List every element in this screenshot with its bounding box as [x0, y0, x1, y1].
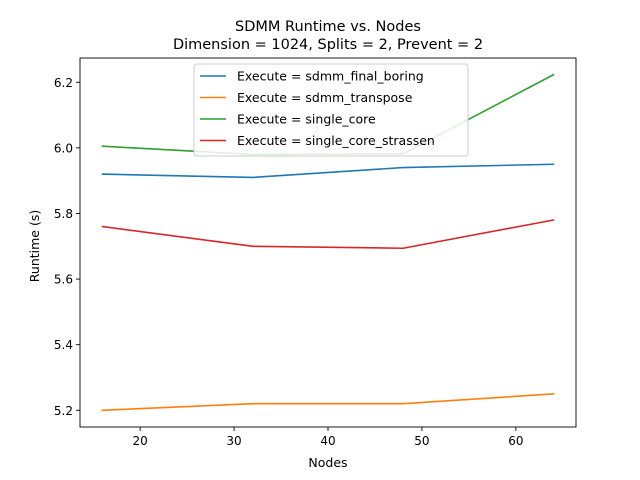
y-tick-label-5: 6.2: [54, 76, 73, 90]
legend-label-0: Execute = sdmm_final_boring: [237, 69, 424, 84]
y-axis-label: Runtime (s): [27, 210, 42, 282]
y-tick-label-0: 5.2: [54, 404, 73, 418]
series-line-3: [101, 219, 555, 250]
x-axis-label: Nodes: [308, 455, 347, 470]
plot-area: 20 30 40 50 60 5.2 5.4 5.6 5.8 6.0 6.2 Execute = sd…: [54, 57, 577, 448]
x-tick-label-0: 20: [132, 434, 147, 448]
x-tick-label-2: 40: [320, 434, 335, 448]
legend-label-1: Execute = sdmm_transpose: [237, 90, 413, 105]
series-line-0: [101, 163, 555, 179]
legend-label-2: Execute = single_core: [237, 112, 376, 127]
chart-subtitle: Dimension = 1024, Splits = 2, Prevent = …: [173, 37, 483, 53]
series-line-1: [101, 393, 555, 412]
legend-label-3: Execute = single_core_strassen: [237, 133, 435, 148]
legend-box: [193, 63, 469, 157]
y-tick-label-4: 6.0: [54, 141, 73, 155]
x-tick-label-4: 60: [508, 434, 523, 448]
y-tick-label-3: 5.8: [54, 207, 73, 221]
x-tick-label-3: 50: [414, 434, 429, 448]
y-tick-label-2: 5.6: [54, 273, 73, 287]
x-tick-label-1: 30: [226, 434, 241, 448]
chart-title: SDMM Runtime vs. Nodes: [235, 19, 421, 35]
y-tick-label-1: 5.4: [54, 338, 73, 352]
